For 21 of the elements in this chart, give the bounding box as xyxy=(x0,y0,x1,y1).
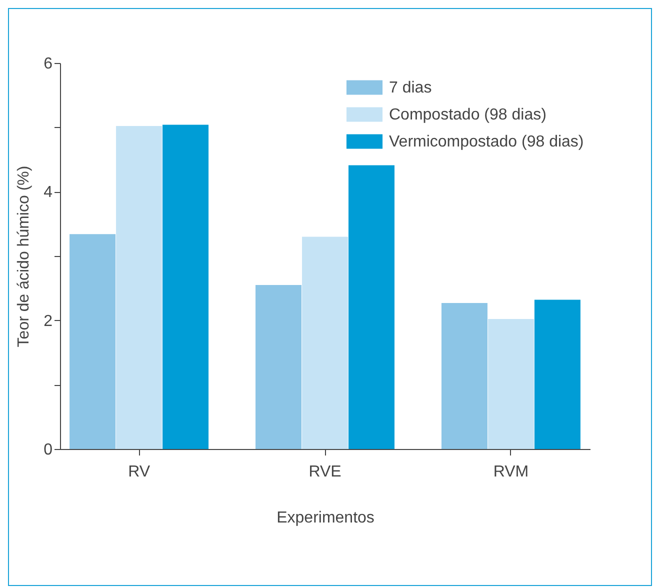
x-tick-label: RVE xyxy=(308,464,342,480)
legend-label: Vermicompostado (98 dias) xyxy=(389,134,584,150)
y-tick-label: 6 xyxy=(44,56,53,72)
bar xyxy=(441,302,488,449)
y-tick-label: 4 xyxy=(44,184,53,202)
bar xyxy=(488,319,534,449)
bar xyxy=(348,165,394,449)
x-axis-title: Experimentos xyxy=(276,510,374,526)
y-axis-title: Teor de ácido húmico (%) xyxy=(16,166,33,348)
bar xyxy=(70,234,116,449)
bar xyxy=(162,124,209,449)
bar xyxy=(256,284,302,449)
x-tick-label: RV xyxy=(128,464,150,480)
x-tick-label: RVM xyxy=(493,464,529,480)
bar xyxy=(534,300,580,449)
legend-label: 7 dias xyxy=(389,80,432,96)
y-tick-label: 2 xyxy=(44,312,53,330)
y-tick-label: 0 xyxy=(44,442,53,458)
bar xyxy=(116,126,162,449)
legend-label: Compostado (98 dias) xyxy=(389,106,546,124)
bar xyxy=(302,236,348,449)
